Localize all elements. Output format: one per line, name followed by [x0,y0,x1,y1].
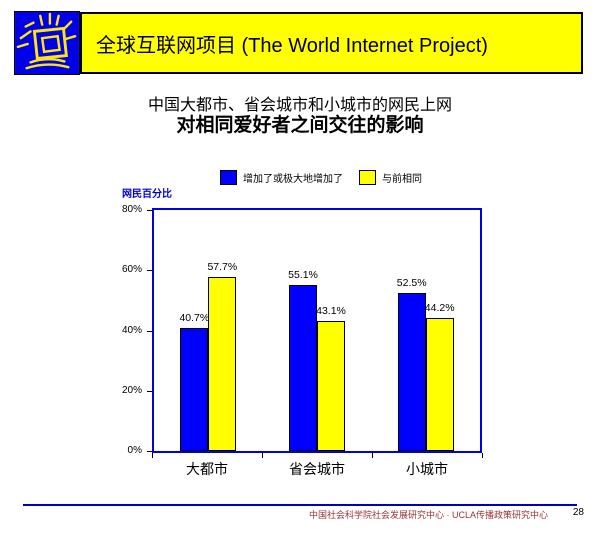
y-tick-label: 40% [121,324,142,336]
bar-value-label: 44.2% [424,301,455,314]
x-tick-mark [262,453,263,458]
y-axis-labels: 0% 20% 40% 60% 80% [108,204,146,456]
y-tick-label: 0% [127,445,142,456]
y-tick-label: 20% [121,384,142,396]
bar-value-label: 43.1% [316,305,346,318]
legend-label: 增加了或极大地增加了 [243,174,343,185]
y-tick-mark [147,390,152,392]
bar-value-label: 57.7% [207,261,238,274]
x-axis-labels: 大都市 省会城市 小城市 [152,459,482,479]
x-category-label: 大都市 [186,461,228,477]
bar-blue-省会城市 [289,285,317,451]
legend-swatch-blue [220,170,237,185]
x-category-label: 省会城市 [289,461,345,477]
x-category-label: 小城市 [406,461,448,477]
footer-divider [23,504,577,506]
slide-subtitle-line1: 中国大都市、省会城市和小城市的网民上网 [147,97,452,114]
y-tick-label: 80% [121,204,142,215]
y-tick-mark [147,330,152,332]
y-tick-mark [147,270,152,272]
x-tick-mark [482,453,483,458]
page-number: 28 [572,507,584,518]
legend-label: 与前相同 [382,174,422,185]
y-tick-mark [147,451,152,452]
bar-blue-大都市 [180,328,209,451]
x-tick-mark [372,453,373,458]
chart-legend: 增加了或极大地增加了 与前相同 [220,170,422,185]
bar-yellow-小城市 [425,317,454,451]
bar-value-label: 52.5% [396,276,427,289]
y-tick-label: 60% [121,264,142,276]
bar-blue-小城市 [397,292,426,451]
x-tick-mark [152,453,153,458]
crt-monitor-rays-icon [15,12,79,74]
legend-item-increased: 增加了或极大地增加了 [220,170,343,185]
y-tick-mark [147,210,152,211]
legend-swatch-yellow [359,170,376,185]
footer-credit: 中国社会科学院社会发展研究中心 · UCLA传播政策研究中心 [308,510,548,520]
y-axis-title: 网民百分比 [122,189,172,200]
wip-logo [14,11,80,75]
bar-value-label: 40.7% [179,312,210,325]
bar-value-label: 55.1% [288,269,318,282]
header-banner: 全球互联网项目 (The World Internet Project) [80,12,583,74]
header-title: 全球互联网项目 (The World Internet Project) [96,34,488,57]
bar-yellow-大都市 [208,277,237,451]
plot-area: 40.7% 55.1% 52.5% 57.7% 43.1% 44.2% [152,208,482,453]
legend-item-same: 与前相同 [359,170,422,185]
slide-subtitle-line2: 对相同爱好者之间交往的影响 [176,115,424,136]
bar-yellow-省会城市 [317,321,345,451]
